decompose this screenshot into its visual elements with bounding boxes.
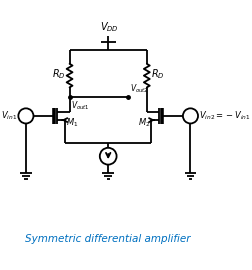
Text: $V_{DD}$: $V_{DD}$ <box>101 21 119 35</box>
Text: $M_1$: $M_1$ <box>66 117 79 129</box>
Text: $M_2$: $M_2$ <box>138 117 150 129</box>
Text: $V_{out2}$: $V_{out2}$ <box>130 82 149 95</box>
Text: $V_{in2} = -V_{in1}$: $V_{in2} = -V_{in1}$ <box>199 110 251 122</box>
Text: Symmetric differential amplifier: Symmetric differential amplifier <box>25 234 191 244</box>
Text: $V_{out1}$: $V_{out1}$ <box>71 99 90 112</box>
Text: $R_D$: $R_D$ <box>52 67 66 81</box>
Text: $V_{in1}$: $V_{in1}$ <box>1 110 18 122</box>
Text: $R_D$: $R_D$ <box>151 67 165 81</box>
